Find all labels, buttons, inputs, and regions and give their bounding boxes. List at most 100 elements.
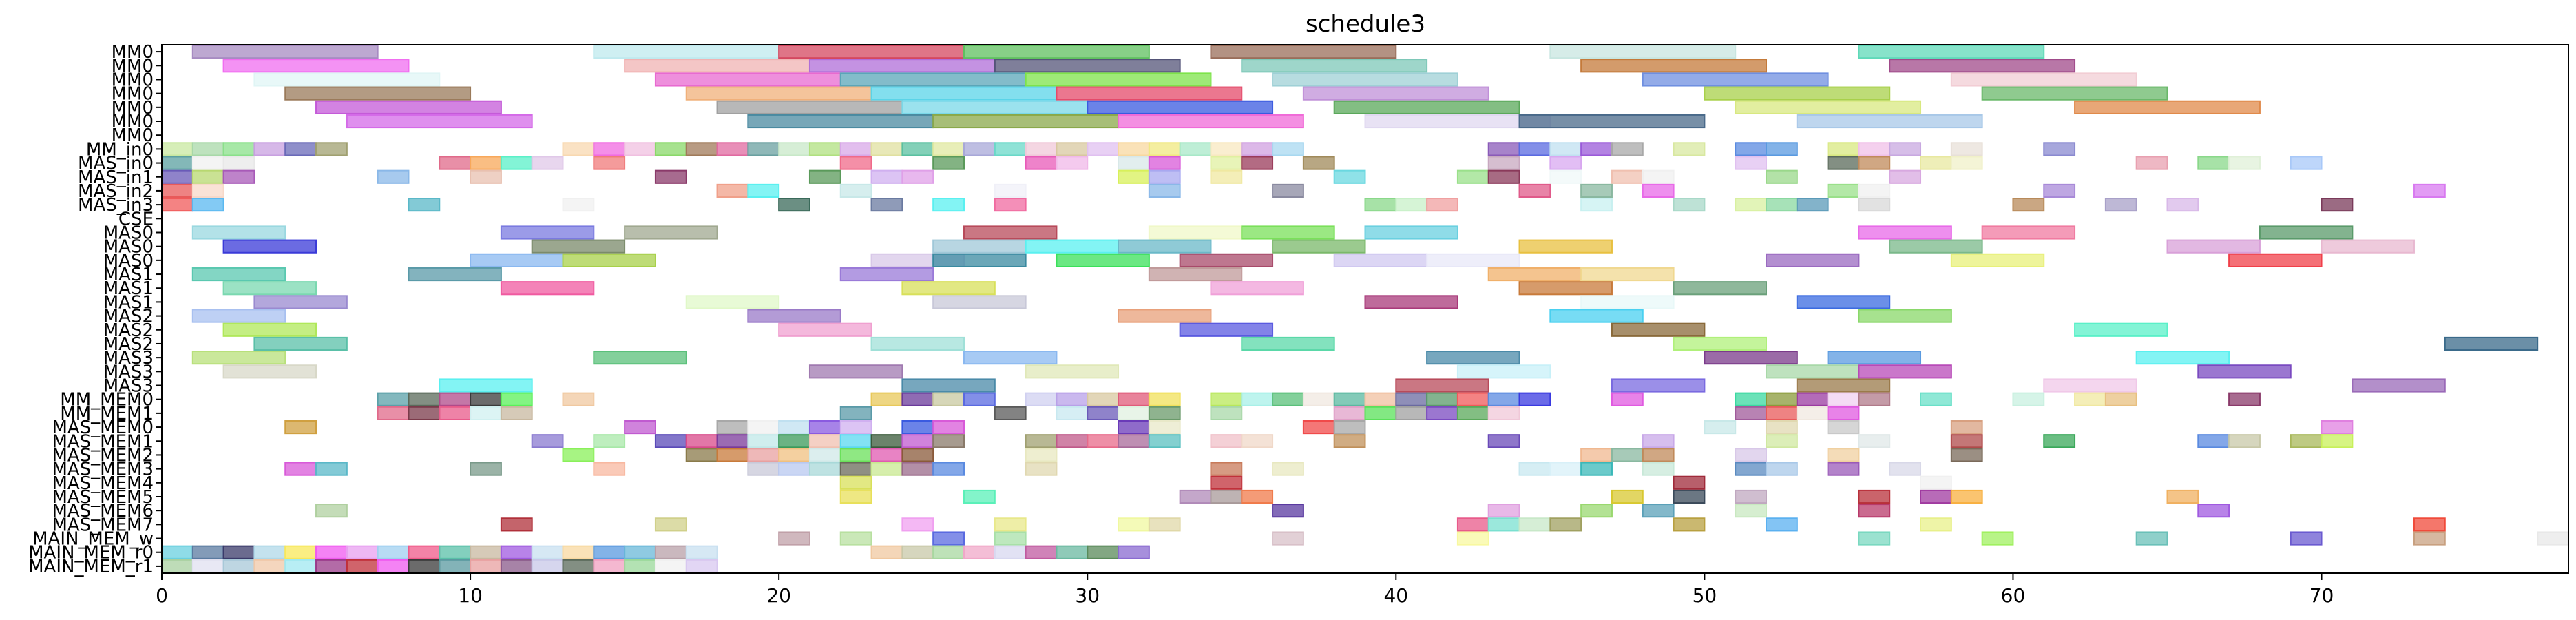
task-bar (1950, 156, 1983, 170)
task-bar (191, 45, 379, 59)
task-bar (624, 559, 656, 573)
task-bar (994, 198, 1027, 212)
task-bar (2290, 434, 2323, 448)
task-bar (1580, 295, 1675, 309)
task-bar (2166, 489, 2199, 504)
task-bar (593, 462, 626, 476)
task-bar (1580, 198, 1613, 212)
task-bar (716, 420, 749, 435)
task-bar (408, 406, 441, 420)
task-bar (1642, 72, 1829, 87)
task-bar (284, 142, 317, 156)
task-bar (1858, 198, 1891, 212)
task-bar (1118, 142, 1150, 156)
task-bar (1025, 364, 1120, 379)
task-bar (901, 169, 934, 184)
task-bar (2043, 183, 2076, 198)
task-bar (716, 434, 749, 448)
task-bar (1087, 392, 1120, 406)
task-bar (1642, 504, 1675, 518)
task-bar (1333, 434, 1366, 448)
task-bar (1487, 267, 1582, 282)
task-bar (1118, 392, 1150, 406)
task-bar (778, 448, 810, 462)
task-bar (593, 559, 626, 573)
task-bar (1827, 392, 1860, 406)
task-bar (562, 253, 656, 267)
chart-title: schedule3 (1306, 10, 1425, 38)
task-bar (1704, 86, 1891, 101)
task-bar (1241, 142, 1274, 156)
task-bar (2074, 100, 2261, 114)
task-bar (408, 198, 441, 212)
task-bar (1735, 489, 1768, 504)
task-bar (1704, 420, 1737, 435)
row-label: MAIN_MEM_r1 (28, 557, 154, 577)
task-bar (1179, 322, 1274, 337)
task-bar (932, 392, 965, 406)
task-bar (1302, 392, 1335, 406)
task-bar (1735, 156, 1768, 170)
task-bar (191, 142, 224, 156)
task-bar (1580, 504, 1613, 518)
task-bar (901, 420, 934, 435)
task-bar (1950, 489, 1983, 504)
x-tick-label: 30 (1075, 584, 1100, 607)
task-bar (1580, 142, 1613, 156)
task-bar (1118, 545, 1150, 559)
row-label: MAIN_MEM_r0 (28, 543, 154, 564)
task-bar (1456, 517, 1489, 532)
task-bar (685, 86, 872, 101)
task-bar (439, 378, 533, 393)
plot-frame (161, 44, 2569, 574)
task-bar (1796, 392, 1829, 406)
task-bar (1056, 86, 1243, 101)
task-bar (191, 351, 286, 365)
task-bar (1241, 156, 1274, 170)
task-bar (1487, 504, 1520, 518)
task-bar (1518, 183, 1551, 198)
task-bar (470, 559, 502, 573)
task-bar (1025, 448, 1058, 462)
row-label: MAS0 (103, 223, 154, 243)
task-bar (1487, 392, 1520, 406)
task-bar (1766, 253, 1860, 267)
task-bar (1210, 406, 1243, 420)
x-tick-label: 20 (766, 584, 791, 607)
row-label: MM0 (112, 84, 154, 105)
row-label: MAS2 (103, 334, 154, 355)
task-bar (500, 406, 533, 420)
row-label: MAS_in0 (78, 154, 154, 174)
task-bar (1796, 198, 1829, 212)
task-bar (624, 545, 656, 559)
task-bar (284, 462, 317, 476)
task-bar (901, 462, 934, 476)
task-bar (1456, 406, 1489, 420)
task-bar (963, 545, 996, 559)
task-bar (1796, 406, 1829, 420)
task-bar (716, 448, 749, 462)
task-bar (191, 309, 286, 323)
task-bar (377, 406, 410, 420)
task-bar (593, 351, 687, 365)
task-bar (191, 267, 286, 282)
task-bar (161, 142, 193, 156)
task-bar (932, 253, 1027, 267)
task-bar (2228, 392, 2261, 406)
task-bar (1395, 198, 1428, 212)
task-bar (1272, 462, 1304, 476)
row-label: MM0 (112, 70, 154, 90)
task-bar (1148, 225, 1243, 240)
task-bar (1148, 142, 1181, 156)
task-bar (1118, 169, 1150, 184)
task-bar (778, 198, 810, 212)
task-bar (1087, 545, 1120, 559)
task-bar (470, 392, 502, 406)
task-bar (1858, 504, 1891, 518)
task-bar (439, 392, 472, 406)
task-bar (1642, 448, 1675, 462)
task-bar (284, 420, 317, 435)
task-bar (161, 169, 193, 184)
task-bar (1827, 448, 1860, 462)
row-label: MAS_MEM0 (52, 417, 154, 438)
